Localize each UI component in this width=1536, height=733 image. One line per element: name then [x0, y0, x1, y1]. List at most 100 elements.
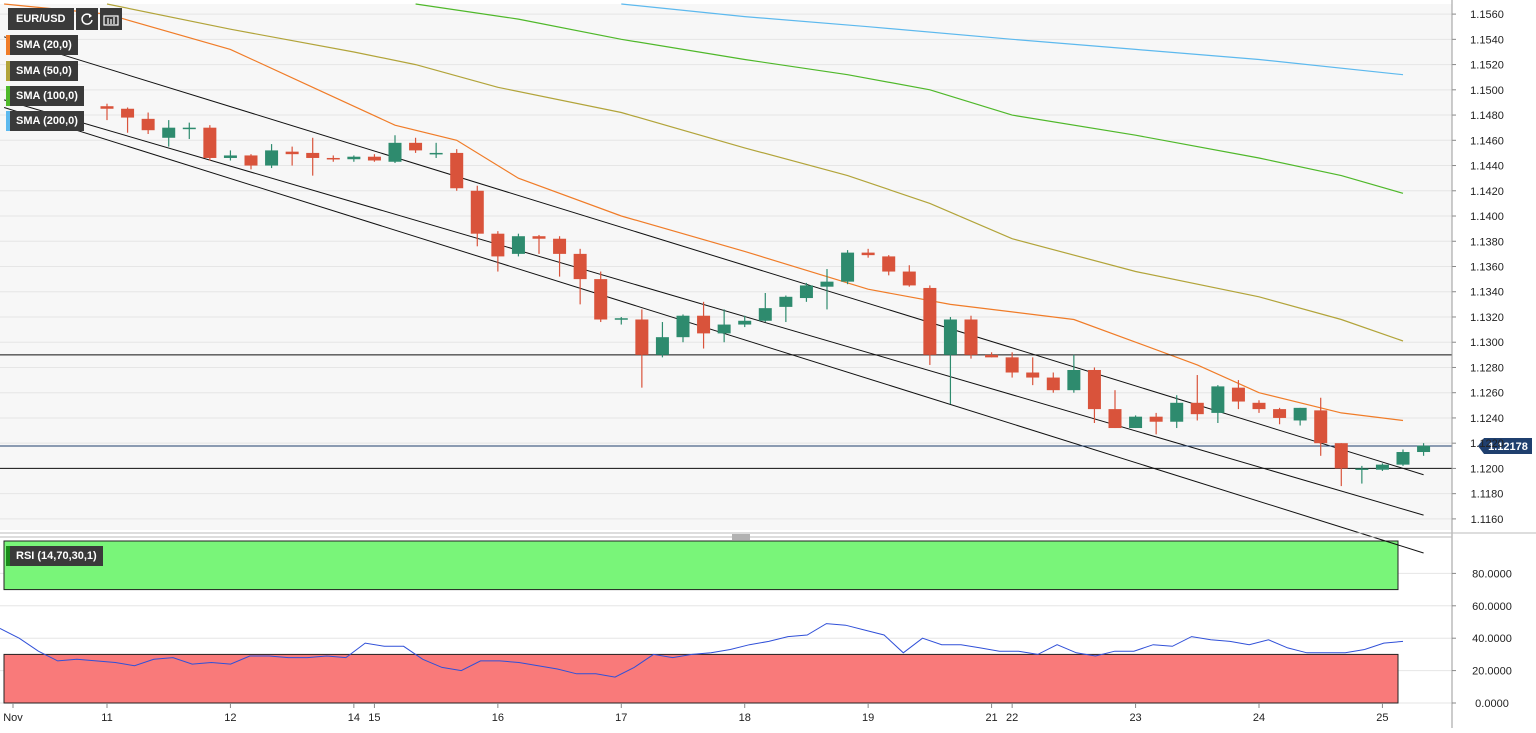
candle[interactable]: [943, 316, 957, 405]
price-tick-label: 1.1300: [1470, 337, 1504, 349]
candle[interactable]: [1273, 407, 1287, 425]
sma-lines: [4, 3, 1404, 422]
candle[interactable]: [265, 144, 279, 169]
candles[interactable]: [100, 103, 1431, 487]
candle[interactable]: [1149, 412, 1163, 435]
x-tick-label: 24: [1253, 712, 1265, 724]
candle[interactable]: [902, 265, 916, 287]
price-tick-label: 1.1200: [1470, 463, 1504, 475]
candle[interactable]: [573, 248, 587, 305]
candle[interactable]: [614, 316, 628, 325]
current-price-tag: 1.12178: [1478, 437, 1532, 454]
price-tick-label: 1.1520: [1470, 60, 1504, 72]
bar-chart-icon[interactable]: [99, 8, 122, 30]
candle[interactable]: [1108, 390, 1122, 429]
price-tick-label: 1.1460: [1470, 135, 1504, 147]
candle[interactable]: [162, 120, 176, 147]
candle[interactable]: [985, 352, 999, 358]
candle[interactable]: [100, 103, 114, 121]
candle[interactable]: [532, 234, 546, 254]
current-price-value: 1.12178: [1488, 441, 1528, 453]
price-tick-label: 1.1380: [1470, 236, 1504, 248]
candle[interactable]: [799, 282, 813, 302]
x-tick-label: 17: [615, 712, 627, 724]
rsi-tick-label: 60.0000: [1472, 601, 1512, 613]
candle[interactable]: [594, 271, 608, 323]
sma-100-label[interactable]: SMA (100,0): [6, 86, 84, 106]
candle[interactable]: [1067, 354, 1081, 393]
candle[interactable]: [1375, 463, 1389, 471]
candle[interactable]: [285, 146, 299, 166]
candle[interactable]: [1396, 449, 1410, 466]
price-tick-label: 1.1560: [1470, 9, 1504, 21]
candle[interactable]: [347, 155, 361, 162]
candle[interactable]: [388, 135, 402, 164]
candle[interactable]: [223, 150, 237, 161]
candle[interactable]: [121, 107, 135, 133]
candle[interactable]: [306, 137, 320, 176]
candle[interactable]: [717, 309, 731, 343]
candle[interactable]: [676, 314, 690, 343]
candle[interactable]: [1334, 443, 1348, 487]
candle[interactable]: [182, 122, 196, 140]
candle[interactable]: [1026, 357, 1040, 386]
candle[interactable]: [203, 125, 217, 161]
sma-50-label[interactable]: SMA (50,0): [6, 61, 78, 81]
sma-100-text: SMA (100,0): [16, 90, 78, 102]
price-tick-label: 1.1540: [1470, 34, 1504, 46]
candle[interactable]: [1170, 395, 1184, 429]
candle[interactable]: [820, 269, 834, 310]
candle[interactable]: [491, 231, 505, 272]
candle[interactable]: [511, 233, 525, 257]
candle[interactable]: [141, 112, 155, 134]
candle[interactable]: [1231, 380, 1245, 410]
candle[interactable]: [1087, 367, 1101, 423]
candle[interactable]: [861, 248, 875, 258]
rsi-tick-label: 0.0000: [1475, 698, 1509, 710]
candle[interactable]: [1129, 415, 1143, 429]
candle[interactable]: [429, 142, 443, 158]
candle[interactable]: [1355, 465, 1369, 484]
candle[interactable]: [738, 315, 752, 328]
rsi-tick-label: 40.0000: [1472, 633, 1512, 645]
sma-20-label[interactable]: SMA (20,0): [6, 35, 78, 55]
candle[interactable]: [635, 309, 649, 388]
candle[interactable]: [655, 322, 669, 358]
sma-200-label[interactable]: SMA (200,0): [6, 111, 84, 131]
rsi-label[interactable]: RSI (14,70,30,1): [6, 546, 103, 566]
rsi-series: [0, 623, 1404, 678]
candle[interactable]: [1314, 397, 1328, 456]
price-tick-label: 1.1260: [1470, 388, 1504, 400]
candle[interactable]: [1417, 443, 1431, 456]
candle[interactable]: [1190, 375, 1204, 421]
candle[interactable]: [326, 155, 340, 162]
resize-handle[interactable]: [732, 534, 750, 540]
sma-line: [415, 3, 1404, 194]
candle[interactable]: [964, 315, 978, 359]
candle[interactable]: [1005, 352, 1019, 378]
candle[interactable]: [553, 236, 567, 277]
candle[interactable]: [1211, 385, 1225, 423]
candle[interactable]: [367, 154, 381, 162]
candle[interactable]: [923, 285, 937, 365]
candle[interactable]: [1046, 372, 1060, 393]
candle[interactable]: [244, 154, 258, 170]
candle[interactable]: [882, 255, 896, 276]
price-gridlines: [0, 4, 1452, 530]
price-tick-label: 1.1360: [1470, 262, 1504, 274]
candle[interactable]: [779, 295, 793, 323]
candle[interactable]: [697, 301, 711, 349]
candle[interactable]: [1252, 400, 1266, 413]
candle[interactable]: [450, 149, 464, 191]
candle[interactable]: [758, 293, 772, 323]
candle[interactable]: [841, 250, 855, 285]
sma-50-text: SMA (50,0): [16, 65, 72, 77]
candle[interactable]: [1293, 407, 1307, 426]
candle[interactable]: [409, 137, 423, 153]
pair-label[interactable]: EUR/USD: [8, 8, 74, 30]
refresh-icon[interactable]: [75, 8, 98, 30]
sma-line: [621, 3, 1404, 76]
candle[interactable]: [470, 185, 484, 247]
